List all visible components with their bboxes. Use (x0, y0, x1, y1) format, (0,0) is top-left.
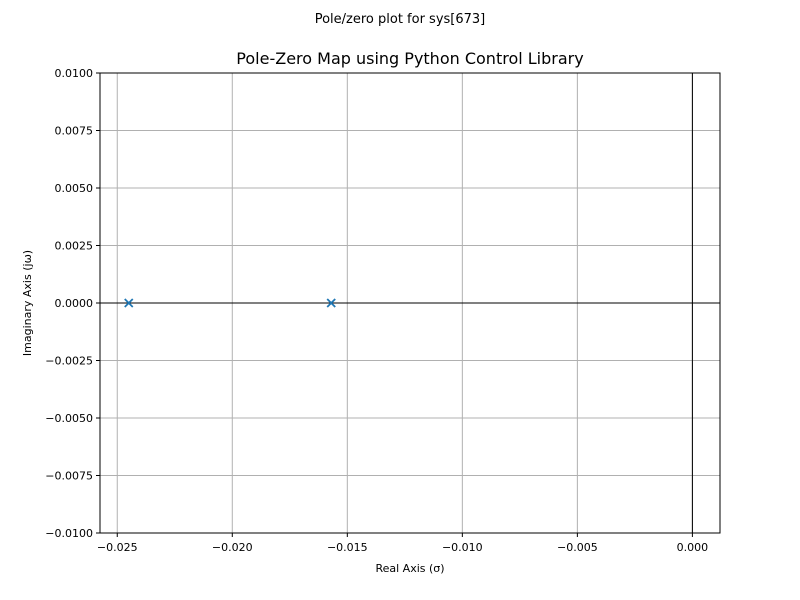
y-tick-label-6: −0.0050 (45, 412, 93, 425)
y-tick-label-1: 0.0075 (55, 125, 94, 138)
y-tick-label-5: −0.0025 (45, 355, 93, 368)
y-tick-label-3: 0.0025 (55, 240, 94, 253)
y-tick-label-7: −0.0075 (45, 470, 93, 483)
x-tick-label-2: −0.015 (327, 541, 368, 554)
reference-lines (100, 73, 720, 533)
x-axis-label: Real Axis (σ) (375, 562, 444, 575)
x-tick-label-1: −0.020 (212, 541, 253, 554)
y-axis-ticks: 0.0100 0.0075 0.0050 0.0025 0.0000 −0.0025 −0.… (45, 67, 100, 540)
x-tick-label-5: 0.000 (677, 541, 709, 554)
x-axis-ticks: −0.025 −0.020 −0.015 −0.010 −0.005 0.000 (97, 533, 708, 554)
x-tick-label-4: −0.005 (557, 541, 598, 554)
x-tick-label-3: −0.010 (442, 541, 483, 554)
chart-suptitle: Pole/zero plot for sys[673] (315, 12, 486, 27)
y-tick-label-2: 0.0050 (55, 182, 94, 195)
chart-title: Pole-Zero Map using Python Control Libra… (236, 49, 583, 68)
y-tick-label-8: −0.0100 (45, 527, 93, 540)
y-axis-label: Imaginary Axis (jω) (21, 250, 34, 356)
y-tick-label-0: 0.0100 (55, 67, 94, 80)
y-tick-label-4: 0.0000 (55, 297, 94, 310)
x-tick-label-0: −0.025 (97, 541, 138, 554)
